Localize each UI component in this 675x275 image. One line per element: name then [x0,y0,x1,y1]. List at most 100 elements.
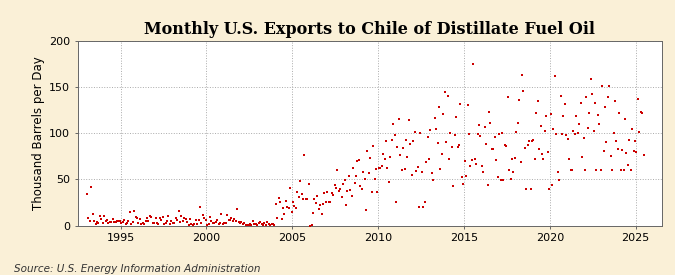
Point [529,156,540,161]
Point [212,218,223,222]
Point [243,223,254,227]
Point [398,146,408,151]
Point [610,99,620,104]
Point [620,117,630,122]
Point [418,205,429,209]
Point [265,223,275,227]
Point [570,132,580,137]
Point [504,168,514,172]
Y-axis label: Thousand Barrels per Day: Thousand Barrels per Day [32,56,45,210]
Point [415,131,426,135]
Point [189,222,200,226]
Point [405,141,416,146]
Point [601,140,612,144]
Point [305,223,316,228]
Point [381,139,392,144]
Point [263,222,274,226]
Point [515,160,526,164]
Point [280,199,291,204]
Point [176,214,187,218]
Point [101,218,112,222]
Point [414,205,425,209]
Point [539,129,550,133]
Point [282,205,293,209]
Point [88,219,99,223]
Point [520,146,531,150]
Point [179,216,190,220]
Point [83,216,94,220]
Point [286,209,297,214]
Point [151,215,161,220]
Point [479,125,490,130]
Point [186,222,197,227]
Point [585,77,596,81]
Point [533,99,543,103]
Point [275,199,286,204]
Point [100,219,111,223]
Point [209,221,219,226]
Point [580,168,591,172]
Point [432,141,443,146]
Point [242,223,252,227]
Point [110,220,121,224]
Point [446,145,457,150]
Point [253,221,264,226]
Point [325,199,335,204]
Point [506,157,517,161]
Point [170,216,181,221]
Point [132,216,142,221]
Point [588,128,599,133]
Point [438,112,449,116]
Point [348,166,358,170]
Point [575,101,586,106]
Point [171,218,182,223]
Point [474,123,485,127]
Point [345,188,356,192]
Point [552,169,563,174]
Point [387,122,398,127]
Point [452,144,463,149]
Point [137,221,148,226]
Point [99,214,109,219]
Point [238,221,248,226]
Point [226,216,237,220]
Point [359,177,370,181]
Point [386,138,397,142]
Point [279,212,290,216]
Point [219,221,230,226]
Point [373,166,384,170]
Point [571,114,582,118]
Point [583,125,593,130]
Point [516,72,527,77]
Point [244,222,255,226]
Point [213,222,224,226]
Point [93,221,104,226]
Point [458,182,468,186]
Point [342,189,353,194]
Point [309,197,320,201]
Point [625,168,636,172]
Point [500,143,510,147]
Point [566,168,577,172]
Point [152,221,163,225]
Point [267,221,278,226]
Point [142,216,153,220]
Point [199,216,210,220]
Point [611,139,622,143]
Point [478,170,489,175]
Point [488,147,499,152]
Point [421,160,431,164]
Point [557,132,568,136]
Point [298,196,308,201]
Point [193,218,204,222]
Point [378,151,389,156]
Point [289,203,300,208]
Point [230,219,241,223]
Point [116,221,127,225]
Point [431,127,441,131]
Point [451,115,462,119]
Point [155,216,165,220]
Point [269,223,280,227]
Point [200,218,211,222]
Point [344,174,354,178]
